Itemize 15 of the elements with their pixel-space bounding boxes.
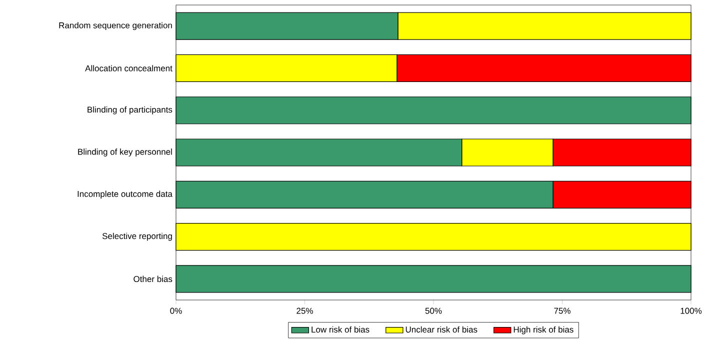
- x-tick-label: 0%: [170, 308, 182, 314]
- y-tick-label: Other bias: [134, 276, 172, 282]
- y-tick-label: Blinding of key personnel: [78, 148, 172, 156]
- x-tick-label: 50%: [425, 308, 442, 314]
- y-tick-label: Blinding of participants: [88, 106, 172, 114]
- y-tick-label: Random sequence generation: [59, 22, 172, 30]
- x-tick-label: 25%: [296, 308, 313, 314]
- x-tick-label: 75%: [554, 308, 570, 314]
- legend-label: High risk of bias: [514, 326, 574, 334]
- y-tick-label: Selective reporting: [102, 232, 172, 241]
- x-tick-label: 100%: [680, 308, 702, 314]
- legend-label: Low risk of bias: [312, 326, 370, 333]
- y-tick-label: Incomplete outcome data: [78, 190, 172, 199]
- legend-label: Unclear risk of bias: [406, 326, 478, 333]
- y-tick-label: Allocation concealment: [85, 65, 172, 72]
